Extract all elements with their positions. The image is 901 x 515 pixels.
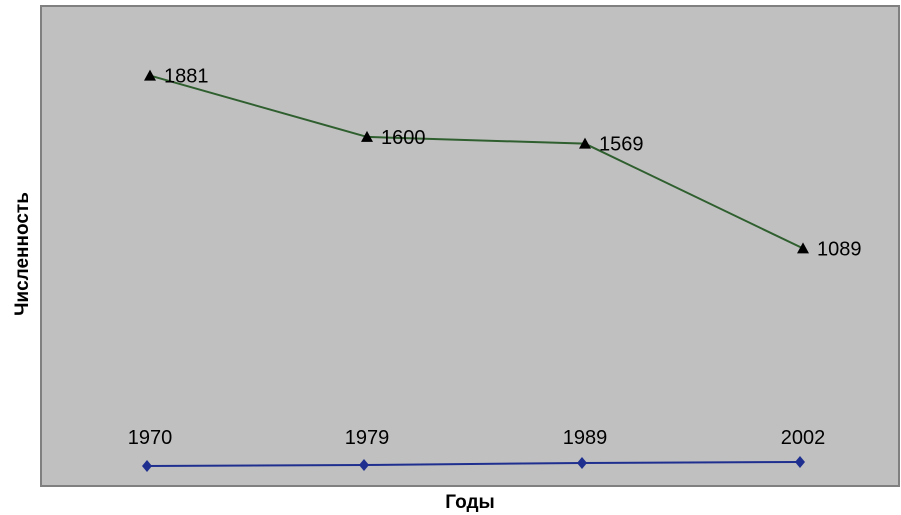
series-2-marker	[577, 457, 587, 469]
series-1-data-label: 1600	[381, 127, 426, 149]
series-2-line	[146, 461, 801, 467]
series-1-marker	[579, 137, 591, 149]
series-2-marker	[142, 460, 152, 472]
series-2-marker	[359, 459, 369, 471]
y-axis-title: Численность	[12, 192, 33, 316]
series-1-marker	[144, 69, 156, 81]
series-layer: 1881 1600 1569 1089 1970 1979 1989 2002	[128, 66, 862, 472]
series-2-data-label: 1979	[345, 427, 390, 449]
series-2-marker	[795, 456, 805, 468]
series-1-marker	[361, 130, 373, 142]
series-1-data-label: 1569	[599, 134, 644, 156]
series-1-data-label: 1881	[164, 66, 209, 88]
series-1-marker	[797, 242, 809, 254]
series-2-data-label: 1989	[563, 427, 608, 449]
x-axis-title: Годы	[445, 492, 494, 513]
series-2-data-label: 2002	[781, 427, 826, 449]
series-1-data-label: 1089	[817, 238, 862, 260]
series-2-data-label: 1970	[128, 427, 173, 449]
series-1-line	[149, 74, 804, 250]
